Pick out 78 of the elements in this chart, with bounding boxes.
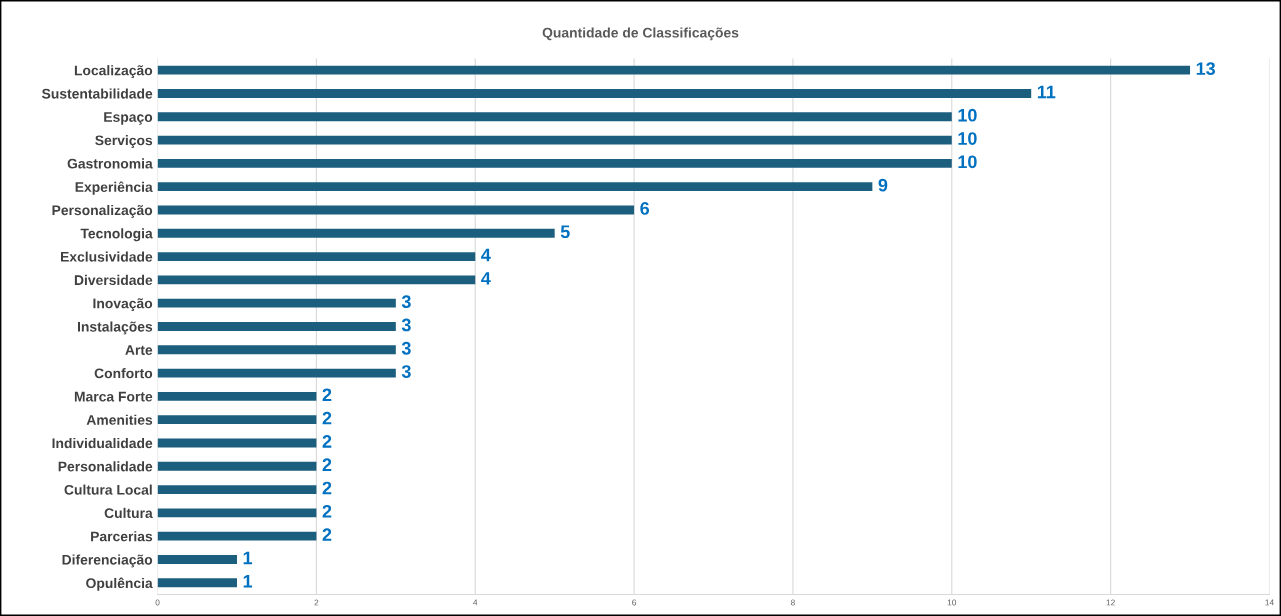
x-tick-label: 6 (632, 599, 637, 606)
bar (157, 275, 476, 285)
y-tick-label: Personalidade (58, 461, 153, 472)
y-tick-label: Individualidade (52, 437, 153, 449)
y-tick-label: Gastronomia (67, 158, 153, 169)
data-label: 2 (322, 528, 332, 541)
bar (157, 252, 476, 261)
data-label: 1 (243, 575, 253, 588)
y-tick-label: Inovação (93, 298, 153, 312)
data-label: 10 (958, 132, 977, 145)
data-label: 2 (322, 504, 332, 518)
x-tick-label: 10 (947, 599, 957, 606)
data-label: 6 (640, 202, 650, 215)
x-tick-label: 2 (314, 599, 319, 606)
data-label: 10 (958, 108, 977, 122)
x-tick-label: 12 (1106, 599, 1115, 606)
bar (157, 135, 952, 145)
chart-title: Quantidade de Classificações (542, 27, 739, 41)
bar (157, 298, 396, 308)
data-label: 2 (322, 435, 332, 448)
y-tick-label: Amenities (86, 414, 153, 425)
y-tick-label: Diferenciação (62, 554, 153, 568)
y-tick-label: Arte (125, 345, 153, 355)
data-label: 2 (322, 411, 332, 425)
y-tick-label: Serviços (95, 135, 153, 148)
data-label: 9 (878, 178, 888, 192)
data-label: 2 (322, 481, 332, 495)
data-label: 1 (243, 551, 253, 565)
bar (157, 322, 396, 331)
bar (157, 65, 1191, 75)
bar (157, 531, 317, 541)
data-label: 3 (401, 341, 411, 355)
bar (157, 508, 317, 518)
bar (157, 158, 952, 168)
y-tick-label: Opulência (86, 577, 153, 591)
bar (157, 578, 237, 588)
bar (157, 415, 317, 425)
y-tick-label: Sustentabilidade (41, 88, 153, 99)
y-tick-label: Experiência (75, 181, 153, 195)
x-tick-label: 14 (1265, 599, 1274, 606)
bar (157, 89, 1032, 98)
bar (157, 112, 952, 122)
x-tick-label: 4 (473, 599, 478, 606)
y-tick-label: Marca Forte (74, 391, 153, 402)
data-label: 2 (322, 388, 332, 402)
data-label: 11 (1037, 85, 1056, 99)
data-label: 3 (401, 318, 411, 332)
y-tick-label: Instalações (77, 321, 153, 335)
data-label: 13 (1196, 62, 1216, 76)
x-tick-label: 0 (155, 599, 160, 606)
data-label: 4 (481, 272, 491, 285)
y-tick-label: Localização (74, 65, 153, 79)
data-label: 10 (958, 155, 977, 169)
bar (157, 461, 317, 471)
data-label: 2 (322, 458, 332, 471)
y-tick-label: Tecnologia (80, 228, 153, 242)
bar (157, 205, 635, 215)
y-tick-label: Diversidade (74, 274, 153, 286)
y-tick-label: Cultura (104, 507, 153, 519)
data-label: 3 (401, 365, 411, 378)
y-tick-label: Espaço (104, 112, 153, 125)
bar (157, 182, 873, 192)
bar (157, 391, 317, 401)
y-tick-label: Exclusividade (61, 251, 153, 262)
bar (157, 555, 237, 564)
data-label: 5 (560, 225, 570, 239)
data-label: 4 (481, 248, 491, 262)
bar (157, 368, 396, 378)
y-tick-label: Cultura Local (64, 484, 152, 495)
bar (157, 228, 555, 238)
bar (157, 485, 317, 495)
y-tick-label: Conforto (94, 368, 153, 379)
bar (157, 438, 317, 448)
y-tick-label: Personalização (52, 204, 153, 218)
data-label: 3 (401, 295, 411, 309)
y-tick-label: Parcerias (91, 531, 153, 542)
bar (157, 345, 396, 355)
x-tick-label: 8 (790, 599, 795, 606)
